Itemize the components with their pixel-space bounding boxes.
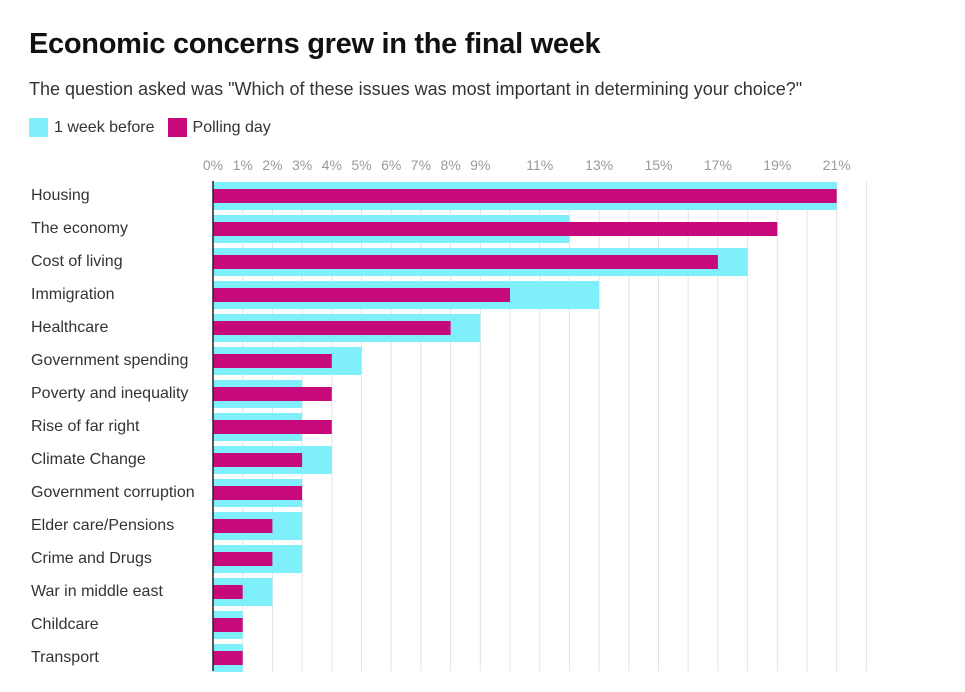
bar-polling xyxy=(213,255,718,269)
x-tick-label: 8% xyxy=(440,157,460,173)
bar-polling xyxy=(213,387,332,401)
legend-swatch-before xyxy=(29,118,48,137)
x-tick-label: 17% xyxy=(704,157,732,173)
chart-title: Economic concerns grew in the final week xyxy=(29,28,601,60)
category-label: Climate Change xyxy=(31,451,146,468)
bar-polling xyxy=(213,552,273,566)
x-tick-label: 13% xyxy=(585,157,613,173)
category-label: Housing xyxy=(31,187,90,204)
category-label: Elder care/Pensions xyxy=(31,517,174,534)
category-label: Rise of far right xyxy=(31,418,140,435)
category-label: War in middle east xyxy=(31,583,163,600)
category-label: Healthcare xyxy=(31,319,108,336)
x-tick-label: 1% xyxy=(233,157,253,173)
category-label: The economy xyxy=(31,220,128,237)
legend-label-before: 1 week before xyxy=(54,118,155,136)
bar-polling xyxy=(213,519,273,533)
x-tick-label: 6% xyxy=(381,157,401,173)
bar-polling xyxy=(213,651,243,665)
category-label: Government corruption xyxy=(31,484,195,501)
category-label: Childcare xyxy=(31,616,99,633)
bar-polling xyxy=(213,453,303,467)
x-tick-label: 2% xyxy=(262,157,282,173)
x-tick-label: 15% xyxy=(644,157,672,173)
bar-polling xyxy=(213,585,243,599)
bar-polling xyxy=(213,222,778,236)
category-label: Crime and Drugs xyxy=(31,550,152,567)
x-tick-label: 19% xyxy=(763,157,791,173)
x-tick-label: 3% xyxy=(292,157,312,173)
legend-item-polling: Polling day xyxy=(167,118,271,137)
x-tick-label: 7% xyxy=(411,157,431,173)
x-tick-label: 0% xyxy=(203,157,223,173)
category-label: Transport xyxy=(31,649,99,666)
x-tick-label: 9% xyxy=(470,157,490,173)
category-label: Government spending xyxy=(31,352,188,369)
category-label: Poverty and inequality xyxy=(31,385,188,402)
category-label: Immigration xyxy=(31,286,115,303)
legend-label-polling: Polling day xyxy=(192,118,271,136)
bar-polling xyxy=(213,354,332,368)
category-label: Cost of living xyxy=(31,253,123,270)
x-tick-label: 4% xyxy=(322,157,342,173)
bar-polling xyxy=(213,618,243,632)
chart-subtitle: The question asked was "Which of these i… xyxy=(29,79,803,99)
bar-polling xyxy=(213,189,837,203)
legend: 1 week before Polling day xyxy=(29,118,284,137)
bar-polling xyxy=(213,486,303,500)
x-tick-label: 5% xyxy=(351,157,371,173)
x-tick-label: 21% xyxy=(823,157,851,173)
bar-polling xyxy=(213,321,451,335)
legend-item-before: 1 week before xyxy=(29,118,155,137)
legend-swatch-polling xyxy=(167,118,187,137)
bar-polling xyxy=(213,288,510,302)
bar-polling xyxy=(213,420,332,434)
x-tick-label: 11% xyxy=(526,157,553,173)
